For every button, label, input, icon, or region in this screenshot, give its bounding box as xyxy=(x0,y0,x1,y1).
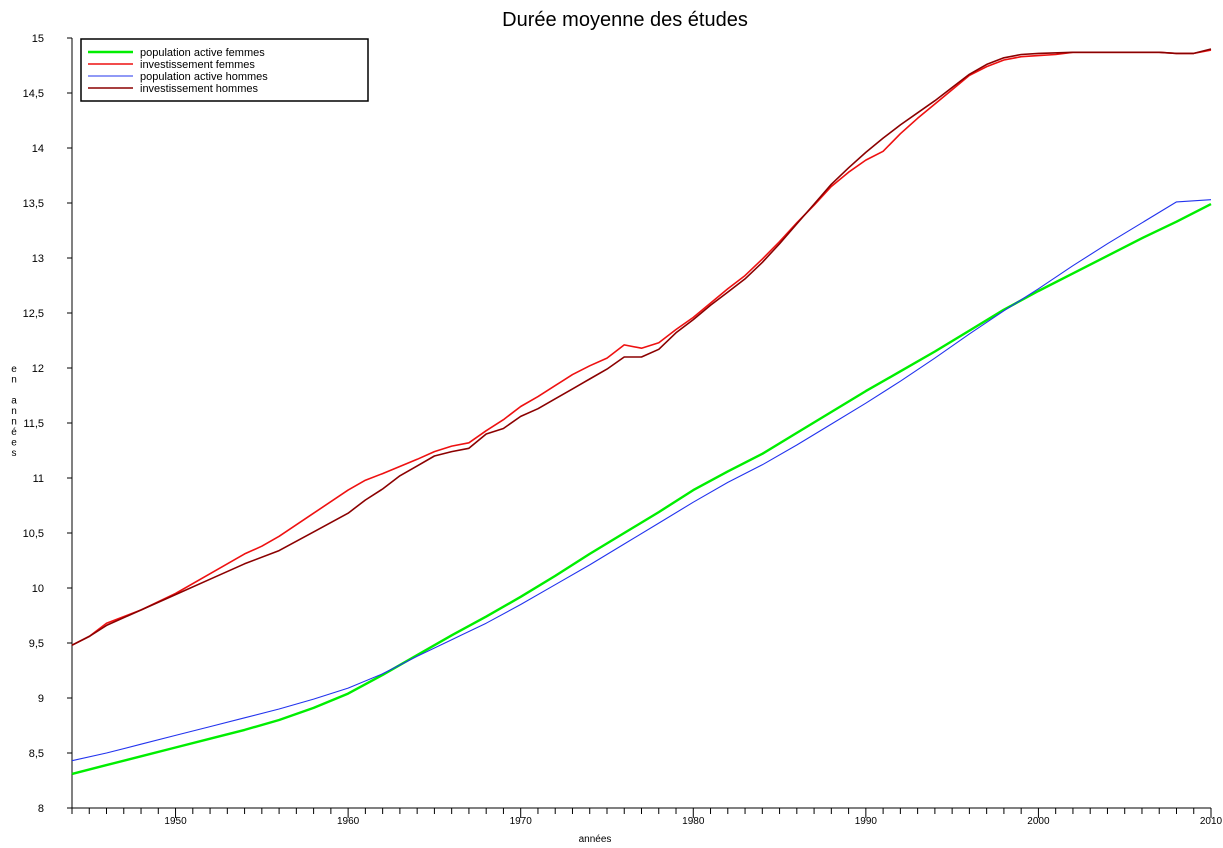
x-axis: 1950 1960 1970 1980 1990 2000 2010 xyxy=(71,807,1223,827)
legend-entry-label: population active hommes xyxy=(140,71,268,83)
y-tick-label: 9 xyxy=(38,693,44,705)
y-tick-label: 13 xyxy=(32,253,44,265)
y-tick-label: 10,5 xyxy=(23,528,44,540)
y-tick-label: 8 xyxy=(38,803,44,815)
legend-box xyxy=(80,38,369,102)
y-tick-label: 9,5 xyxy=(29,638,44,650)
series-line-1 xyxy=(71,203,1212,776)
x-tick-label: 2010 xyxy=(1200,816,1223,827)
x-tick-label: 1970 xyxy=(510,816,533,827)
series-line-3 xyxy=(71,199,1212,762)
x-tick-label: 1990 xyxy=(855,816,878,827)
legend-entry-label: population active femmes xyxy=(140,47,265,59)
y-tick-label: 12,5 xyxy=(23,308,44,320)
series-line-4 xyxy=(71,48,1212,646)
series-line-2 xyxy=(71,49,1212,646)
x-tick-label: 1960 xyxy=(337,816,360,827)
y-tick-label: 11 xyxy=(33,473,44,485)
y-tick-label: 15 xyxy=(32,33,44,45)
y-tick-label: 12 xyxy=(32,363,44,375)
y-tick-label: 14,5 xyxy=(23,88,44,100)
y-tick-label: 8,5 xyxy=(29,748,44,760)
legend-entry-label: investissement hommes xyxy=(140,83,258,95)
x-tick-label: 1980 xyxy=(682,816,705,827)
y-tick-label: 13,5 xyxy=(23,198,44,210)
y-axis: 8 8,5 9 9,5 10 10,5 11 11,5 12 12,5 13 13,5 14 14,5 15 xyxy=(23,33,73,815)
y-tick-label: 11,5 xyxy=(23,418,44,430)
x-tick-label: 2000 xyxy=(1027,816,1050,827)
y-tick-label: 10 xyxy=(32,583,44,595)
x-tick-label: 1950 xyxy=(164,816,187,827)
y-tick-label: 14 xyxy=(32,143,44,155)
series-layer xyxy=(71,48,1212,776)
x-axis-title: années xyxy=(579,834,612,845)
chart-title: Durée moyenne des études xyxy=(502,9,748,31)
legend-entry-label: investissement femmes xyxy=(140,59,255,71)
